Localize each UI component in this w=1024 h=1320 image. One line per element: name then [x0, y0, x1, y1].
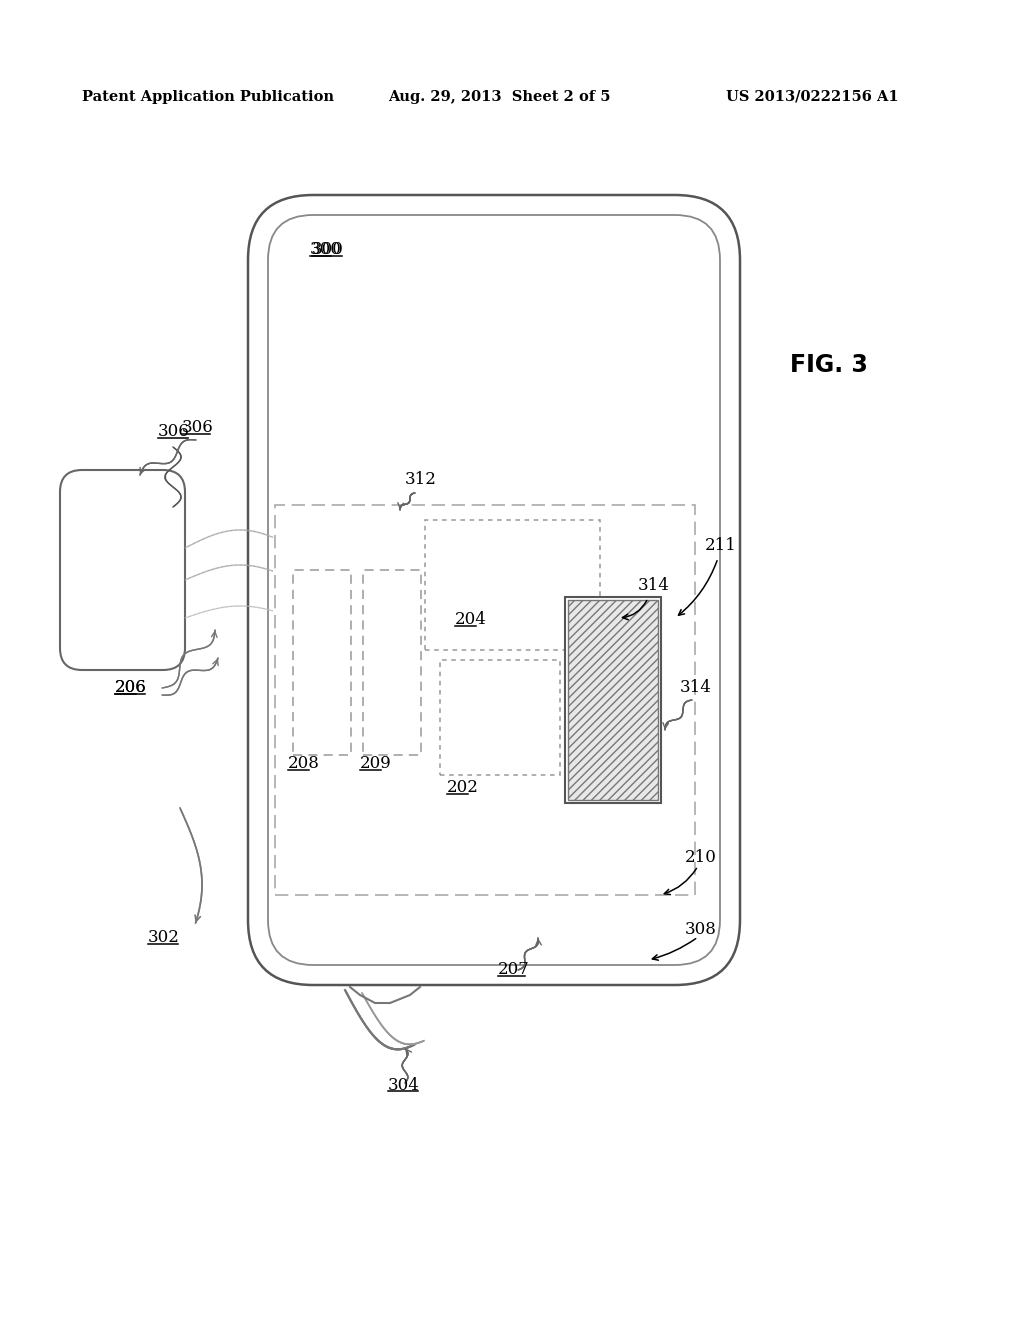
Text: US 2013/0222156 A1: US 2013/0222156 A1 — [726, 90, 899, 104]
Text: 304: 304 — [388, 1077, 420, 1093]
Text: 308: 308 — [685, 921, 717, 939]
Text: 202: 202 — [447, 780, 479, 796]
Text: 314: 314 — [680, 680, 712, 697]
Text: 306: 306 — [182, 420, 214, 437]
Text: 206: 206 — [115, 680, 146, 697]
Text: 208: 208 — [288, 755, 319, 772]
Text: 211: 211 — [705, 536, 737, 553]
Text: 300: 300 — [310, 242, 342, 259]
Bar — [425, 520, 600, 649]
Bar — [275, 506, 695, 895]
Bar — [440, 660, 560, 775]
Text: Patent Application Publication: Patent Application Publication — [82, 90, 334, 104]
Bar — [568, 601, 658, 800]
Text: 302: 302 — [148, 929, 180, 946]
Text: 209: 209 — [360, 755, 392, 772]
Bar — [293, 570, 351, 755]
Bar — [362, 570, 421, 755]
Text: 312: 312 — [406, 471, 437, 488]
Bar — [565, 597, 662, 803]
Text: Aug. 29, 2013  Sheet 2 of 5: Aug. 29, 2013 Sheet 2 of 5 — [388, 90, 610, 104]
Text: 300: 300 — [312, 242, 344, 259]
Text: 306: 306 — [158, 424, 189, 441]
Text: 210: 210 — [685, 850, 717, 866]
Text: FIG. 3: FIG. 3 — [790, 352, 868, 378]
Text: 206: 206 — [115, 680, 146, 697]
Text: 314: 314 — [638, 578, 670, 594]
Text: 207: 207 — [498, 961, 529, 978]
Text: 204: 204 — [455, 611, 486, 628]
